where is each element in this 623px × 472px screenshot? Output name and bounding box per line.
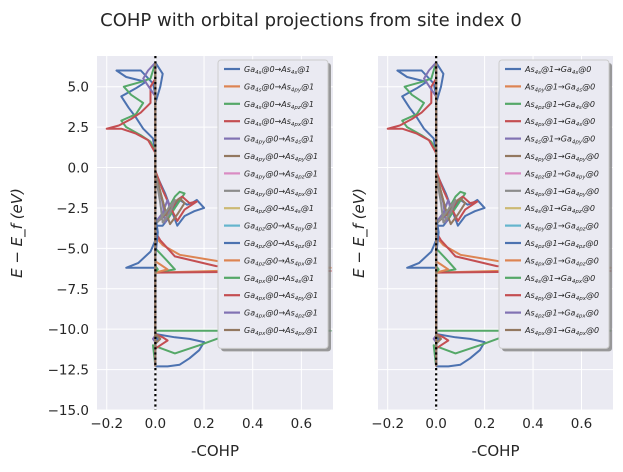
- legend-entry: As4pz@1→Ga4pz@0: [524, 239, 598, 250]
- legend-entry: Ga4s@0→As4s@1: [244, 65, 310, 76]
- x-tick-label: 0.2: [474, 416, 495, 432]
- y-tick-label: 2.5: [68, 120, 89, 136]
- legend-entry: Ga4py@0→As4px@1: [244, 187, 318, 198]
- y-axis-label: E − E_f (eV): [350, 188, 369, 278]
- y-tick-label: −12.5: [48, 363, 89, 379]
- legend-entry: As4pz@1→Ga4py@0: [524, 169, 599, 180]
- x-axis-label: -COHP: [191, 442, 239, 460]
- legend-entry: Ga4pz@0→As4s@1: [244, 204, 314, 215]
- legend-entry: As4s@1→Ga4px@0: [524, 274, 595, 285]
- y-axis-label: E − E_f (eV): [8, 188, 27, 278]
- legend-entry: Ga4py@0→As4py@1: [244, 152, 318, 163]
- legend-entry: As4pz@1→Ga4s@0: [524, 100, 595, 111]
- x-tick-label: −0.2: [90, 416, 123, 432]
- series-line-4: [423, 61, 452, 367]
- series-line-10: [154, 61, 164, 367]
- legend-entry: As4py@1→Ga4pz@0: [524, 222, 599, 233]
- x-tick-label: 0.4: [522, 416, 543, 432]
- legend-entry: Ga4px@0→As4s@1: [244, 274, 314, 285]
- y-tick-label: −15.0: [48, 403, 89, 419]
- legend-entry: Ga4s@0→As4py@1: [244, 82, 314, 93]
- y-tick-label: 0.0: [68, 161, 89, 177]
- y-tick-label: 5.0: [68, 80, 89, 96]
- legend-entry: Ga4s@0→As4px@1: [244, 117, 314, 128]
- x-tick-label: −0.2: [371, 416, 404, 432]
- legend-entry: As4py@1→Ga4s@0: [524, 82, 595, 93]
- series-line-10: [435, 61, 445, 367]
- x-axis-label: -COHP: [471, 442, 519, 460]
- x-tick-label: 0.2: [193, 416, 214, 432]
- cohp-panel-2: −0.2 0.0 0.2 0.4 0.6 -COHP E − E_f (eV) As4s@1→…: [350, 56, 613, 460]
- y-tick-label: −7.5: [56, 282, 89, 298]
- legend-entry: As4px@1→Ga4py@0: [524, 187, 599, 198]
- legend-entry: As4s@1→Ga4pz@0: [524, 204, 595, 215]
- legend-entry: As4py@1→Ga4py@0: [524, 152, 599, 163]
- legend-entry: Ga4px@0→As4px@1: [244, 326, 318, 337]
- legend-entry: Ga4px@0→As4py@1: [244, 291, 318, 302]
- legend-entry: Ga4py@0→As4pz@1: [244, 169, 318, 180]
- x-tick-label: 0.6: [291, 416, 312, 432]
- series-line-4: [142, 61, 171, 367]
- legend-entry: Ga4pz@0→As4px@1: [244, 256, 318, 267]
- x-tick-label: 0.0: [425, 416, 446, 432]
- legend-entry: As4pz@1→Ga4px@0: [524, 309, 599, 320]
- legend-entry: As4px@1→Ga4pz@0: [524, 256, 599, 267]
- legend-entry: As4py@1→Ga4px@0: [524, 291, 599, 302]
- cohp-panel-1: −0.2 0.0 0.2 0.4 0.6 5.0 2.5 0.0 −2.5 −5.0 −7.5 −10…: [8, 56, 333, 460]
- legend-entry: Ga4py@0→As4s@1: [244, 135, 314, 146]
- legend-entry: As4s@1→Ga4s@0: [524, 65, 591, 76]
- legend: Ga4s@0→As4s@1 Ga4s@0→As4py@1 Ga4s@0→As4pz@…: [217, 59, 331, 352]
- series-line-7: [435, 62, 457, 367]
- legend-entry: Ga4pz@0→As4pz@1: [244, 239, 317, 250]
- series-line-7: [154, 62, 176, 367]
- series-group: [386, 61, 612, 368]
- legend-entry: As4px@1→Ga4px@0: [524, 326, 599, 337]
- legend-entry: Ga4px@0→As4pz@1: [244, 309, 318, 320]
- x-tick-label: 0.4: [242, 416, 263, 432]
- y-tick-label: −2.5: [56, 201, 89, 217]
- legend-entry: Ga4s@0→As4pz@1: [244, 100, 314, 111]
- legend-entry: As4px@1→Ga4s@0: [524, 117, 595, 128]
- legend: As4s@1→Ga4s@0 As4py@1→Ga4s@0 As4pz@1→Ga4s@…: [498, 59, 612, 352]
- legend-entry: Ga4pz@0→As4py@1: [244, 222, 318, 233]
- x-tick-label: 0.0: [145, 416, 166, 432]
- y-tick-label: −10.0: [48, 322, 89, 338]
- legend-entry: As4s@1→Ga4py@0: [524, 135, 595, 146]
- y-tick-label: −5.0: [56, 241, 89, 257]
- figure-title: COHP with orbital projections from site …: [100, 10, 522, 31]
- x-tick-label: 0.6: [571, 416, 592, 432]
